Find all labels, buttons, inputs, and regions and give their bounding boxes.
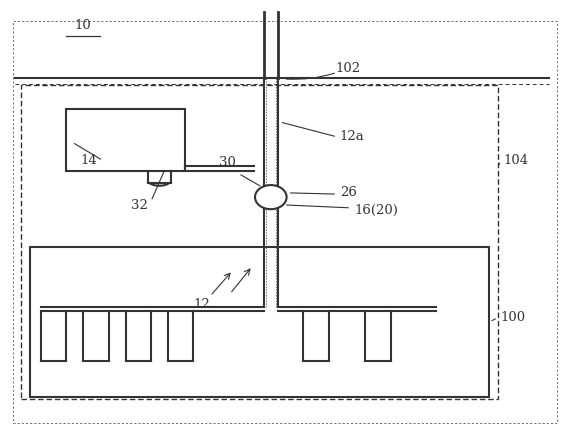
Text: 100: 100 (501, 311, 526, 324)
Text: 102: 102 (336, 61, 361, 74)
Text: 12a: 12a (340, 130, 365, 143)
Text: 14: 14 (81, 154, 97, 167)
Text: 104: 104 (503, 154, 528, 167)
Circle shape (255, 185, 286, 209)
Bar (66, 109, 185, 171)
Bar (29, 247, 489, 397)
Text: 12: 12 (193, 298, 210, 311)
Text: 32: 32 (131, 199, 148, 212)
Text: 30: 30 (219, 156, 235, 169)
Text: 10: 10 (75, 19, 92, 32)
Text: 26: 26 (340, 186, 357, 199)
Bar (21, 85, 498, 399)
Text: 16(20): 16(20) (354, 204, 398, 216)
